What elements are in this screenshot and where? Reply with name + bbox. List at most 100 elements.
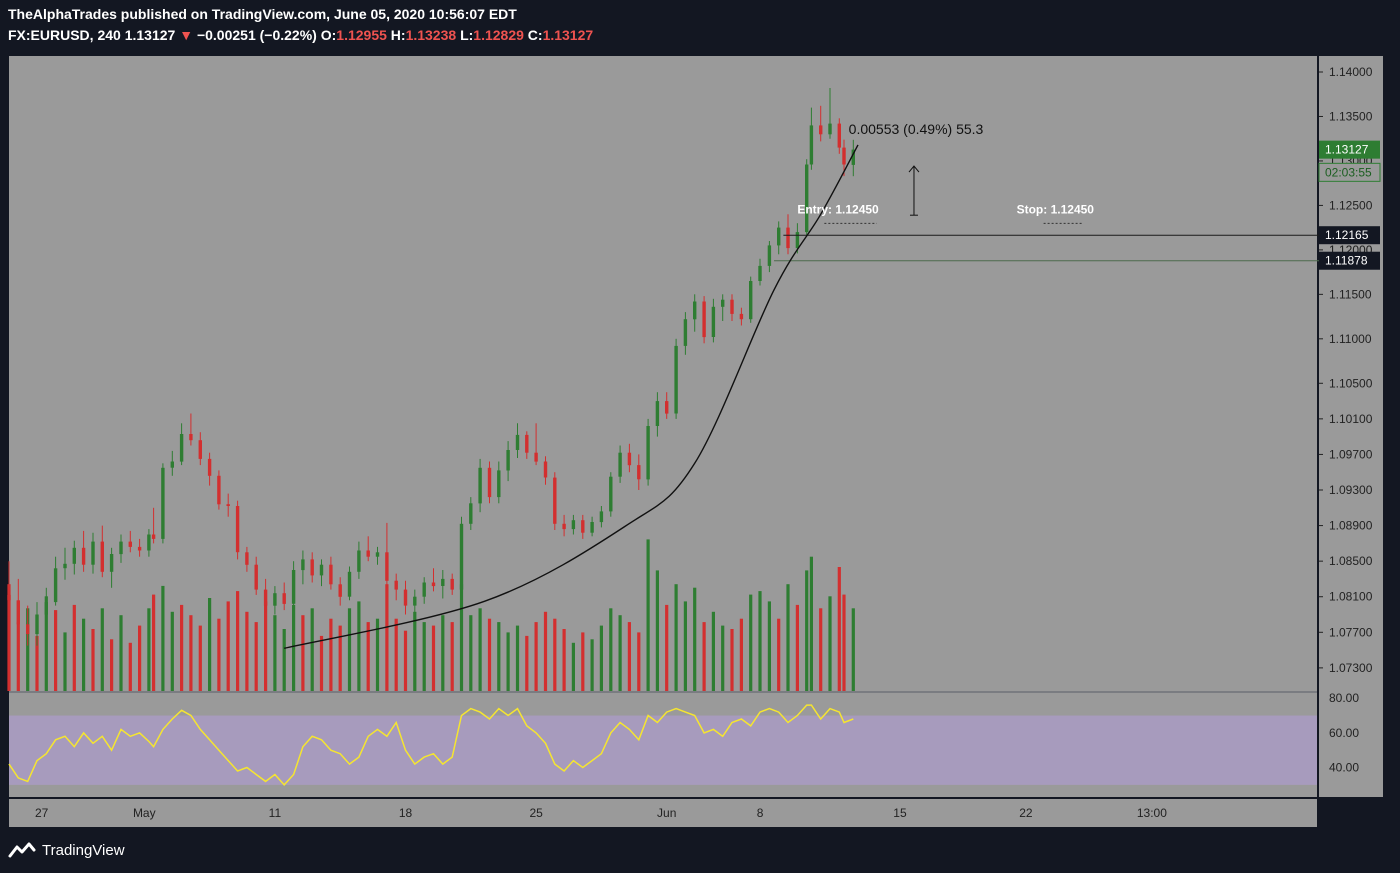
volume-bar (693, 587, 697, 691)
volume-bar (100, 608, 104, 691)
time-axis (9, 799, 1317, 827)
price-tick-label: 1.14000 (1329, 65, 1373, 79)
candle-body (609, 476, 613, 512)
volume-bar (609, 608, 613, 691)
volume-bar (301, 615, 305, 691)
candle-body (263, 589, 268, 606)
price-label-box (1319, 251, 1380, 270)
volume-bar (375, 618, 380, 691)
volume-bar (282, 629, 286, 691)
open-label: O: (320, 27, 337, 43)
volume-bar (655, 570, 659, 691)
volume-bar (310, 608, 314, 691)
volume-bar (795, 604, 799, 691)
candle-body (63, 563, 67, 569)
candle-body (777, 227, 781, 246)
candle-body (403, 589, 408, 606)
volume-bar (543, 611, 548, 691)
candle-body (35, 614, 39, 635)
candle-body (16, 600, 20, 625)
volume-bar (152, 594, 156, 691)
rsi-tick-label: 40.00 (1329, 761, 1359, 775)
footer-brand[interactable]: TradingView (8, 841, 125, 859)
candle-body (655, 401, 660, 426)
volume-bar (254, 622, 258, 691)
main-pane (9, 56, 1317, 691)
candle-body (553, 477, 557, 524)
candle-body (786, 227, 790, 249)
rsi-band (9, 715, 1317, 785)
published-header: TheAlphaTrades published on TradingView.… (8, 6, 517, 22)
time-tick-label: 22 (1019, 806, 1033, 820)
low-value: 1.12829 (473, 27, 524, 43)
footer-brand-label: TradingView (42, 841, 125, 859)
candle-body (819, 125, 823, 135)
price-tick-label: 1.10100 (1329, 412, 1373, 426)
candle-body (478, 467, 482, 504)
candle-body (329, 564, 333, 585)
candle-body (828, 123, 832, 135)
rsi-tick-label: 60.00 (1329, 726, 1359, 740)
volume-bar (730, 629, 734, 691)
candle-body (469, 503, 473, 524)
candle-body (646, 426, 650, 480)
candle-body (450, 578, 454, 590)
volume-bar (487, 618, 492, 691)
time-tick-label: 27 (35, 806, 49, 820)
entry-label: Entry: 1.12450 (797, 202, 879, 216)
volume-bar (450, 622, 454, 691)
volume-bar (805, 570, 809, 691)
volume-bar (63, 632, 67, 691)
volume-bar (842, 594, 846, 691)
candle-body (693, 301, 697, 320)
candle-body (179, 434, 184, 462)
volume-bar (599, 625, 603, 691)
time-tick-label: 8 (757, 806, 764, 820)
time-tick-label: 25 (529, 806, 543, 820)
volume-bar (292, 604, 296, 691)
candle-body (749, 281, 753, 320)
candle-body (758, 265, 762, 281)
candle-body (394, 580, 398, 590)
price-label: 1.13127 (1325, 143, 1369, 157)
volume-bar (702, 622, 706, 691)
volume-bar (525, 635, 529, 691)
volume-bar (809, 556, 813, 691)
candle-body (571, 520, 576, 530)
volume-bar (828, 596, 832, 691)
symbol-header: FX:EURUSD, 240 1.13127 ▼ −0.00251 (−0.22… (8, 27, 593, 43)
price-tick-label: 1.10500 (1329, 376, 1373, 390)
candle-body (375, 552, 380, 557)
symbol-label[interactable]: FX:EURUSD, 240 (8, 27, 121, 43)
candle-body (207, 458, 212, 476)
volume-bar (819, 608, 823, 691)
close-label: C: (527, 27, 543, 43)
volume-bar (138, 625, 142, 691)
candle-body (525, 434, 529, 453)
candle-body (515, 434, 520, 450)
price-label-box (1318, 162, 1381, 182)
volume-bar (217, 618, 221, 691)
volume-bar (198, 625, 202, 691)
volume-bar (385, 584, 389, 691)
volume-bar (82, 618, 86, 691)
volume-bar (7, 584, 11, 691)
candle-body (226, 504, 230, 506)
candle-body (590, 522, 594, 533)
volume-bar (161, 585, 165, 691)
volume-bar (54, 610, 58, 691)
volume-bar (110, 639, 114, 691)
candle-body (147, 534, 151, 551)
candle-body (310, 559, 314, 576)
volume-bar (394, 618, 398, 691)
volume-bar (851, 608, 855, 691)
volume-bar (319, 635, 324, 691)
candle-body (711, 306, 716, 337)
volume-bar (119, 615, 123, 691)
volume-bar (147, 608, 151, 691)
candle-body (721, 299, 725, 307)
volume-bar (749, 594, 753, 691)
candle-body (851, 149, 855, 165)
volume-bar (497, 622, 501, 691)
